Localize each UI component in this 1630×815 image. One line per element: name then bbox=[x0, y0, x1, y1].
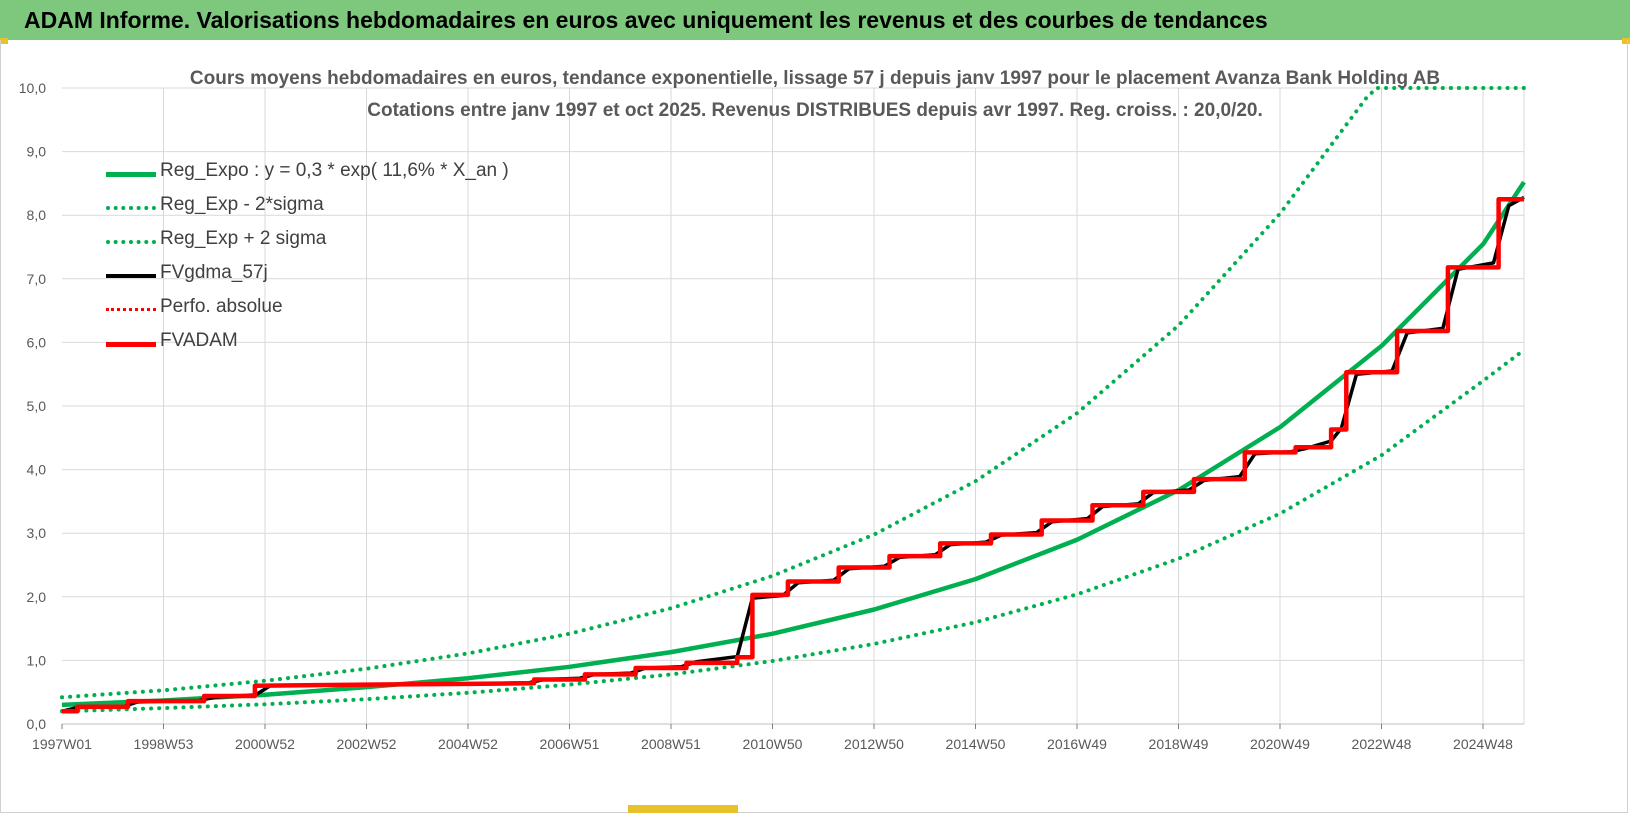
x-tick-label: 2000W52 bbox=[235, 736, 295, 752]
y-tick-label: 8,0 bbox=[27, 207, 47, 223]
legend-swatch bbox=[106, 206, 156, 210]
legend-label: Reg_Exp + 2 sigma bbox=[160, 228, 327, 249]
x-tick-label: 2016W49 bbox=[1047, 736, 1107, 752]
legend-swatch bbox=[106, 172, 156, 177]
y-tick-label: 5,0 bbox=[27, 398, 47, 414]
corner-marker bbox=[1622, 38, 1630, 44]
series-reg-expo bbox=[61, 180, 1526, 708]
legend-swatch bbox=[106, 274, 156, 278]
x-tick-label: 2024W48 bbox=[1453, 736, 1513, 752]
y-tick-label: 2,0 bbox=[27, 589, 47, 605]
x-tick-label: 2020W49 bbox=[1250, 736, 1310, 752]
y-tick-label: 6,0 bbox=[27, 334, 47, 350]
legend-label: Reg_Expo : y = 0,3 * exp( 11,6% * X_an ) bbox=[160, 160, 509, 181]
chart-frame bbox=[0, 40, 1628, 813]
legend-label: FVADAM bbox=[160, 330, 238, 351]
x-axis-ticks: 1997W01 1998W53 2000W52 2002W52 2004W52 2006W… bbox=[32, 724, 1513, 752]
x-tick-label: 2022W48 bbox=[1352, 736, 1412, 752]
chart-title: Cours moyens hebdomadaires en euros, ten… bbox=[189, 68, 1441, 89]
x-tick-label: 2004W52 bbox=[438, 736, 498, 752]
y-tick-label: 4,0 bbox=[27, 462, 47, 478]
x-tick-label: 2006W51 bbox=[540, 736, 600, 752]
series-fvadam bbox=[62, 197, 1524, 714]
x-tick-label: 2008W51 bbox=[641, 736, 701, 752]
header-banner: ADAM Informe. Valorisations hebdomadaire… bbox=[0, 0, 1630, 40]
y-tick-label: 9,0 bbox=[27, 144, 47, 160]
gridlines bbox=[62, 87, 1525, 725]
x-tick-label: 2002W52 bbox=[337, 736, 397, 752]
x-tick-label: 2014W50 bbox=[946, 736, 1006, 752]
chart-subtitle: Cotations entre janv 1997 et oct 2025. R… bbox=[367, 100, 1263, 121]
y-tick-label: 10,0 bbox=[19, 80, 46, 96]
y-tick-label: 0,0 bbox=[27, 716, 47, 732]
y-tick-label: 1,0 bbox=[27, 652, 47, 668]
y-tick-label: 7,0 bbox=[27, 271, 47, 287]
legend-swatch bbox=[106, 308, 156, 311]
series-reg-exp-minus bbox=[60, 348, 1526, 714]
x-tick-label: 2018W49 bbox=[1149, 736, 1209, 752]
legend-label: Reg_Exp - 2*sigma bbox=[160, 194, 324, 215]
y-tick-label: 3,0 bbox=[27, 525, 47, 541]
series-fvgdma bbox=[61, 195, 1525, 713]
corner-marker bbox=[0, 38, 8, 44]
legend-swatch bbox=[106, 342, 156, 347]
banner-title: ADAM Informe. Valorisations hebdomadaire… bbox=[24, 7, 1268, 33]
x-tick-label: 2012W50 bbox=[844, 736, 904, 752]
legend-label: FVgdma_57j bbox=[160, 262, 268, 283]
bottom-marker bbox=[628, 805, 738, 813]
series-reg-exp-plus bbox=[60, 86, 1526, 700]
series-lines bbox=[60, 86, 1526, 714]
y-axis-ticks: 0,0 1,0 2,0 3,0 4,0 5,0 6,0 7,0 8,0 9,0 10,0 bbox=[19, 80, 46, 732]
x-tick-label: 2010W50 bbox=[743, 736, 803, 752]
legend-swatch bbox=[106, 240, 156, 244]
x-tick-label: 1997W01 bbox=[32, 736, 92, 752]
legend-label: Perfo. absolue bbox=[160, 296, 283, 317]
x-tick-label: 1998W53 bbox=[134, 736, 194, 752]
